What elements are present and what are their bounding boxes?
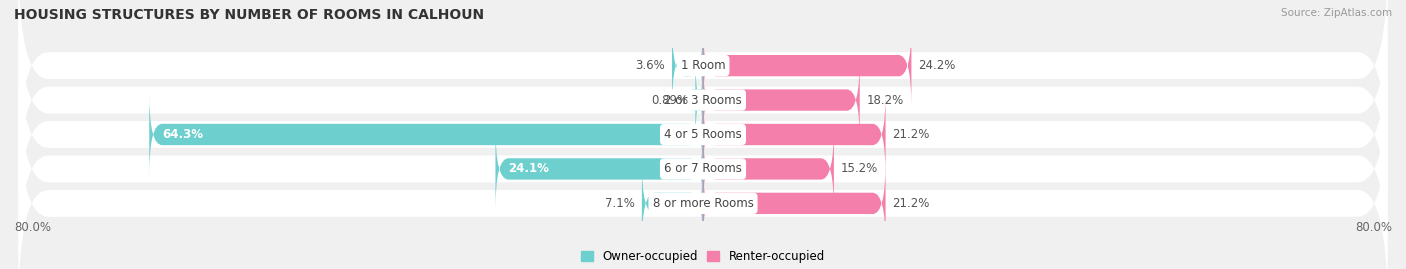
FancyBboxPatch shape <box>703 25 911 107</box>
Text: 80.0%: 80.0% <box>1355 221 1392 233</box>
FancyBboxPatch shape <box>149 94 703 175</box>
Text: 21.2%: 21.2% <box>893 128 929 141</box>
Text: 2 or 3 Rooms: 2 or 3 Rooms <box>664 94 742 107</box>
Text: 4 or 5 Rooms: 4 or 5 Rooms <box>664 128 742 141</box>
FancyBboxPatch shape <box>643 162 703 244</box>
Text: 80.0%: 80.0% <box>14 221 51 233</box>
Text: 21.2%: 21.2% <box>893 197 929 210</box>
FancyBboxPatch shape <box>495 128 703 210</box>
Text: 1 Room: 1 Room <box>681 59 725 72</box>
FancyBboxPatch shape <box>690 59 709 141</box>
FancyBboxPatch shape <box>703 59 859 141</box>
Text: 18.2%: 18.2% <box>866 94 904 107</box>
Text: 24.1%: 24.1% <box>509 162 550 175</box>
Text: 7.1%: 7.1% <box>605 197 636 210</box>
Legend: Owner-occupied, Renter-occupied: Owner-occupied, Renter-occupied <box>581 250 825 263</box>
FancyBboxPatch shape <box>672 25 703 107</box>
Text: 3.6%: 3.6% <box>636 59 665 72</box>
Text: HOUSING STRUCTURES BY NUMBER OF ROOMS IN CALHOUN: HOUSING STRUCTURES BY NUMBER OF ROOMS IN… <box>14 8 484 22</box>
FancyBboxPatch shape <box>703 128 834 210</box>
FancyBboxPatch shape <box>18 62 1388 269</box>
Text: 15.2%: 15.2% <box>841 162 877 175</box>
Text: 64.3%: 64.3% <box>162 128 204 141</box>
FancyBboxPatch shape <box>18 0 1388 207</box>
Text: Source: ZipAtlas.com: Source: ZipAtlas.com <box>1281 8 1392 18</box>
FancyBboxPatch shape <box>703 162 886 244</box>
FancyBboxPatch shape <box>18 27 1388 242</box>
FancyBboxPatch shape <box>18 0 1388 173</box>
FancyBboxPatch shape <box>703 94 886 175</box>
Text: 6 or 7 Rooms: 6 or 7 Rooms <box>664 162 742 175</box>
Text: 24.2%: 24.2% <box>918 59 956 72</box>
FancyBboxPatch shape <box>18 96 1388 269</box>
Text: 0.89%: 0.89% <box>651 94 689 107</box>
Text: 8 or more Rooms: 8 or more Rooms <box>652 197 754 210</box>
